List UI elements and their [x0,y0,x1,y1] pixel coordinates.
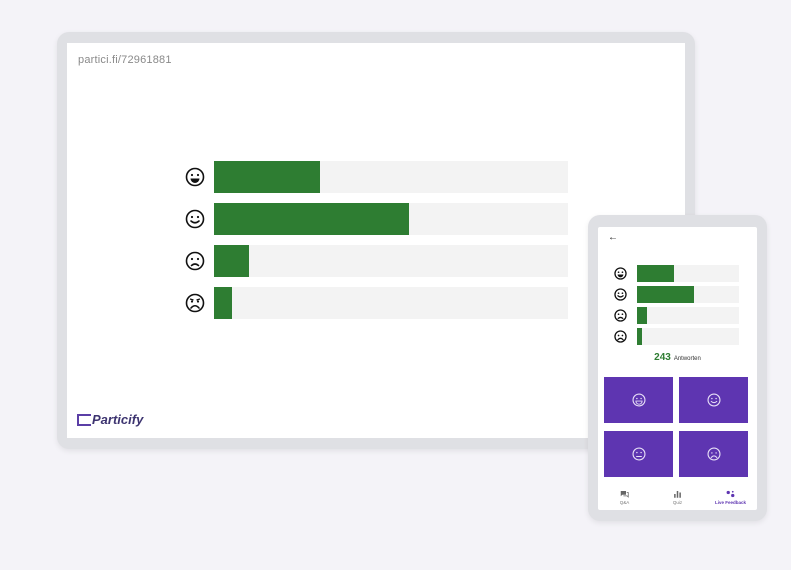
arrow-left-icon[interactable]: ← [608,232,618,243]
nav-quiz[interactable]: Quiz [651,485,704,510]
phone-device: ← [588,215,767,521]
result-row-happy [185,203,585,235]
result-bar-fill [214,161,321,193]
nav-qa-label: Q&A [619,500,630,505]
vote-buttons [604,377,749,477]
vote-happy-button[interactable] [679,377,748,423]
phone-result-bar-fill [637,307,648,324]
phone-result-bar-track [637,307,739,324]
answer-label: Antworten [673,356,701,362]
laughing-face-icon [614,267,627,280]
result-row-very-unhappy [185,287,585,319]
presentation-device: partici.fi/72961881 [57,32,695,449]
answer-count-line: 243 Antworten [598,352,757,363]
phone-screen: ← [598,227,757,510]
phone-result-row [614,307,744,324]
sad-face-icon [706,447,721,461]
live-feedback-icon [726,490,735,498]
vote-very-unhappy-button[interactable] [679,431,748,477]
nav-quiz-label: Quiz [672,500,683,505]
phone-result-bar-track [637,286,739,303]
frowning-face-icon [614,309,627,322]
result-bar-fill [214,287,232,319]
nav-qa[interactable]: Q&A [598,485,651,510]
phone-result-row [614,328,744,345]
logo-mark-icon [77,413,91,426]
nav-live-feedback-label: Live Feedback [714,500,746,505]
brand-name: Particify [92,412,144,427]
result-bar-track [214,245,568,277]
particify-logo: Particify [77,412,143,427]
sad-face-icon [614,330,627,343]
phone-result-bar-fill [637,265,674,282]
vote-unhappy-button[interactable] [604,431,673,477]
smiling-face-icon [706,393,721,407]
laughing-face-icon [631,393,646,407]
smiling-face-icon [614,288,627,301]
chat-icon [620,491,629,498]
result-row-unhappy [185,245,585,277]
vote-very-happy-button[interactable] [604,377,673,423]
phone-result-bar-track [637,265,739,282]
phone-result-row [614,286,744,303]
result-bar-track [214,203,568,235]
presentation-screen: partici.fi/72961881 [67,43,685,438]
phone-result-row [614,265,744,282]
answer-count: 243 [654,352,671,363]
bar-chart-icon [674,491,681,498]
result-bar-track [214,287,568,319]
phone-result-bar-track [637,328,739,345]
bottom-nav: Q&A Quiz Live Feedback [598,485,757,510]
result-bar-track [214,161,568,193]
result-bar-fill [214,203,409,235]
frowning-face-icon [185,251,205,271]
result-row-very-happy [185,161,585,193]
join-url: partici.fi/72961881 [78,54,172,66]
frowning-face-icon [631,447,646,461]
phone-result-bar-fill [637,286,695,303]
phone-result-bar-fill [637,328,643,345]
result-bar-fill [214,245,250,277]
sad-face-icon [185,293,205,313]
laughing-face-icon [185,167,205,187]
nav-live-feedback[interactable]: Live Feedback [704,485,757,510]
smiling-face-icon [185,209,205,229]
